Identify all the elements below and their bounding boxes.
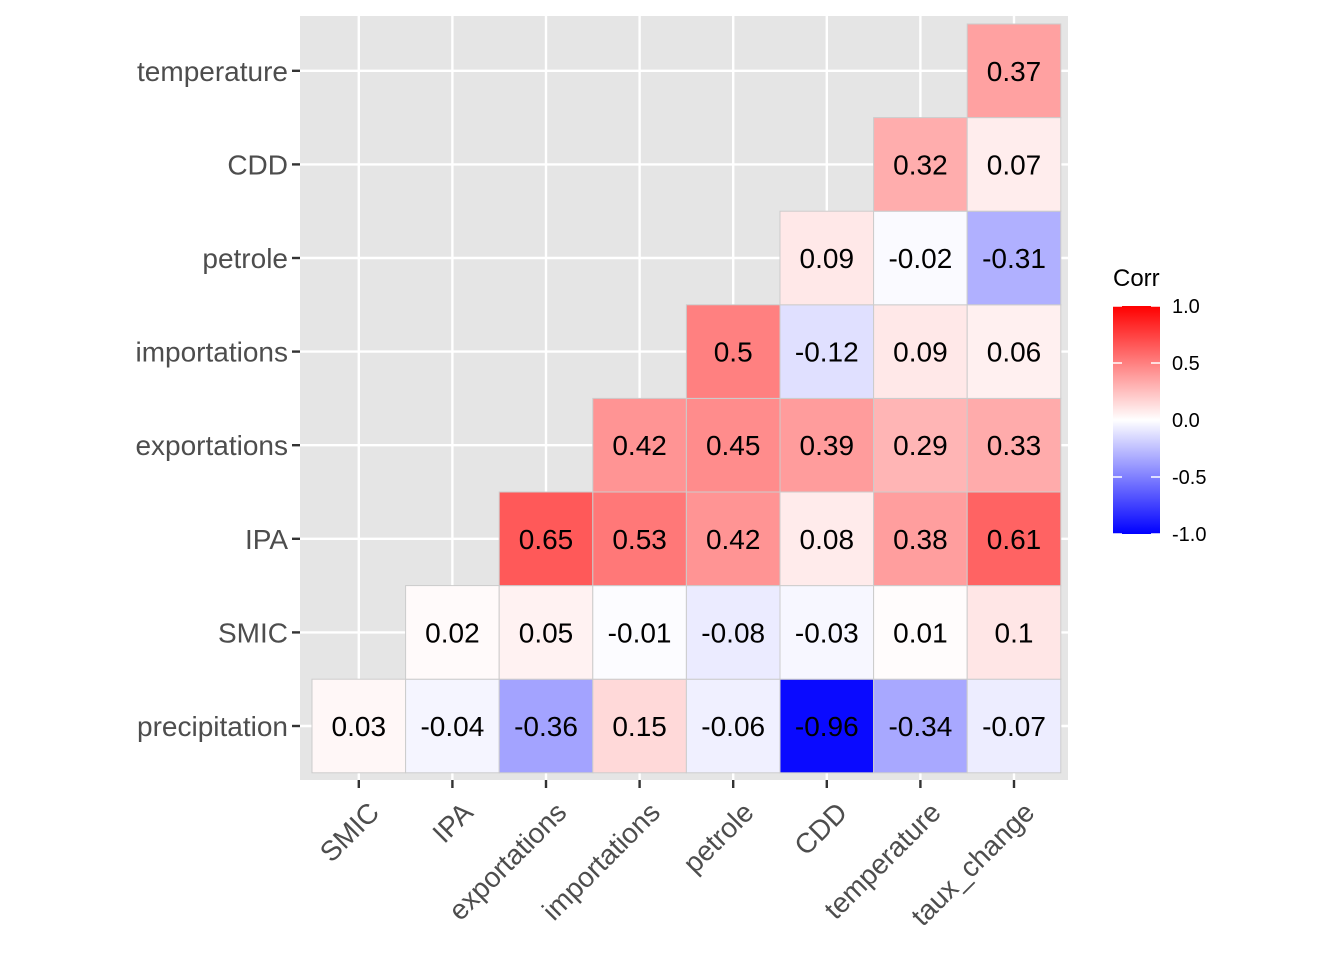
tile-smic-temperature xyxy=(873,585,968,680)
y-tick-label-ipa: IPA xyxy=(245,524,288,555)
legend-tick-label-2: 0.0 xyxy=(1172,410,1200,432)
cell-label-petrole-cdd: 0.09 xyxy=(800,243,855,274)
y-tick-label-petrole: petrole xyxy=(202,243,288,274)
legend-tick-label-1: 0.5 xyxy=(1172,353,1200,375)
y-tick-label-cdd: CDD xyxy=(227,149,288,180)
cell-label-ipa-temperature: 0.38 xyxy=(893,524,948,555)
tile-ipa-temperature xyxy=(873,491,968,587)
cell-label-precipitation-cdd: -0.96 xyxy=(795,711,859,742)
legend-tick-label-0: 1.0 xyxy=(1172,296,1200,318)
legend-tick-label-3: -0.5 xyxy=(1172,467,1206,489)
cell-label-precipitation-ipa: -0.04 xyxy=(420,711,484,742)
tile-exportations-taux-change xyxy=(966,397,1062,493)
legend-ticks: 1.0 0.5 0.0 -0.5 -1.0 xyxy=(1113,296,1206,546)
cell-label-importations-cdd: -0.12 xyxy=(795,337,859,368)
heatmap-tiles xyxy=(311,23,1062,774)
cell-label-smic-ipa: 0.02 xyxy=(425,617,480,648)
cell-label-smic-petrole: -0.08 xyxy=(701,617,765,648)
y-tick-label-precipitation: precipitation xyxy=(137,711,288,742)
tile-smic-petrole xyxy=(685,585,781,680)
cell-label-smic-exportations: 0.05 xyxy=(519,617,574,648)
cell-label-precipitation-taux-change: -0.07 xyxy=(982,711,1046,742)
tile-smic-importations xyxy=(592,585,687,680)
cell-label-temperature-taux-change: 0.37 xyxy=(987,56,1042,87)
tile-precipitation-petrole xyxy=(685,678,781,774)
y-tick-label-temperature: temperature xyxy=(137,56,288,87)
cell-label-importations-taux-change: 0.06 xyxy=(987,337,1042,368)
y-axis: precipitation SMIC IPA exportations importat… xyxy=(135,56,300,742)
tile-precipitation-temperature xyxy=(873,678,968,774)
tile-importations-petrole xyxy=(685,304,781,399)
cell-labels: 0.03 -0.04 -0.36 0.15 -0.06 -0.96 -0.34 -0.07 0.… xyxy=(332,56,1046,742)
cell-label-exportations-taux-change: 0.33 xyxy=(987,430,1042,461)
tile-smic-taux-change xyxy=(966,585,1062,680)
cell-label-exportations-importations: 0.42 xyxy=(612,430,667,461)
y-tick-label-importations: importations xyxy=(135,337,288,368)
y-tick-label-exportations: exportations xyxy=(135,430,288,461)
tile-ipa-cdd xyxy=(779,491,875,587)
tile-precipitation-cdd xyxy=(779,678,875,774)
tile-ipa-taux-change xyxy=(966,491,1062,587)
cell-label-ipa-importations: 0.53 xyxy=(612,524,667,555)
tile-exportations-temperature xyxy=(873,397,968,493)
tile-petrole-cdd xyxy=(779,210,875,306)
cell-label-precipitation-importations: 0.15 xyxy=(612,711,667,742)
cell-label-importations-petrole: 0.5 xyxy=(714,337,753,368)
tile-smic-cdd xyxy=(779,585,875,680)
tile-cdd-taux-change xyxy=(966,117,1062,212)
tile-precipitation-ipa xyxy=(405,678,500,774)
cell-label-ipa-taux-change: 0.61 xyxy=(987,524,1042,555)
cell-label-ipa-petrole: 0.42 xyxy=(706,524,761,555)
cell-label-cdd-temperature: 0.32 xyxy=(893,149,948,180)
cell-label-exportations-cdd: 0.39 xyxy=(800,430,855,461)
tile-smic-exportations xyxy=(498,585,594,680)
cell-label-exportations-temperature: 0.29 xyxy=(893,430,948,461)
cell-label-exportations-petrole: 0.45 xyxy=(706,430,761,461)
y-tick-label-smic: SMIC xyxy=(218,617,288,648)
cell-label-precipitation-petrole: -0.06 xyxy=(701,711,765,742)
cell-label-smic-importations: -0.01 xyxy=(608,617,672,648)
tile-exportations-importations xyxy=(592,397,687,493)
legend-tick-label-4: -1.0 xyxy=(1172,524,1206,546)
tile-cdd-temperature xyxy=(873,117,968,212)
cell-label-precipitation-smic: 0.03 xyxy=(332,711,387,742)
tile-ipa-exportations xyxy=(498,491,594,587)
cell-label-precipitation-exportations: -0.36 xyxy=(514,711,578,742)
cell-label-petrole-temperature: -0.02 xyxy=(888,243,952,274)
tile-importations-cdd xyxy=(779,304,875,399)
cell-label-smic-cdd: -0.03 xyxy=(795,617,859,648)
cell-label-petrole-taux-change: -0.31 xyxy=(982,243,1046,274)
cell-label-importations-temperature: 0.09 xyxy=(893,337,948,368)
cell-label-cdd-taux-change: 0.07 xyxy=(987,149,1042,180)
cell-label-smic-temperature: 0.01 xyxy=(893,617,948,648)
legend: Corr 1.0 0.5 0.0 -0.5 -1.0 xyxy=(1113,265,1206,546)
cell-label-smic-taux-change: 0.1 xyxy=(995,617,1034,648)
tile-precipitation-smic xyxy=(311,678,407,774)
tile-petrole-temperature xyxy=(873,210,968,306)
cell-label-ipa-cdd: 0.08 xyxy=(800,524,855,555)
legend-title: Corr xyxy=(1113,265,1160,292)
cell-label-ipa-exportations: 0.65 xyxy=(519,524,574,555)
tile-exportations-petrole xyxy=(685,397,781,493)
tile-temperature-taux-change xyxy=(966,23,1062,119)
cell-label-precipitation-temperature: -0.34 xyxy=(888,711,952,742)
tile-precipitation-exportations xyxy=(498,678,594,774)
tile-importations-taux-change xyxy=(966,304,1062,399)
tile-exportations-cdd xyxy=(779,397,875,493)
tile-ipa-petrole xyxy=(685,491,781,587)
